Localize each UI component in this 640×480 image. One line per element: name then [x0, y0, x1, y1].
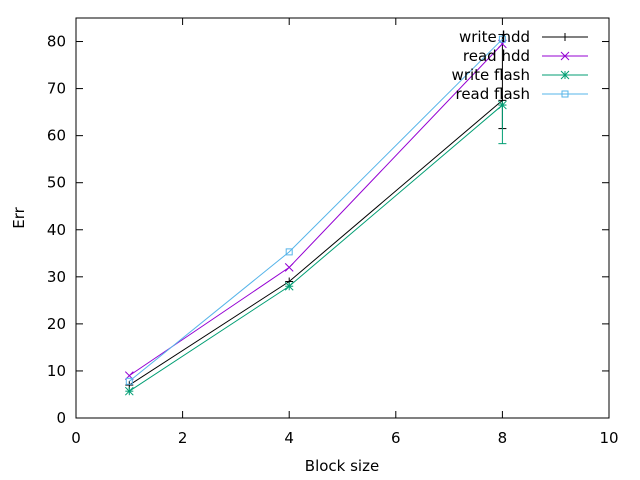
legend-label: write flash: [452, 66, 530, 84]
series-line-write-hdd: [129, 99, 503, 386]
x-tick-label: 2: [178, 429, 188, 447]
legend-label: read hdd: [463, 47, 530, 65]
series-read-hdd: [124, 39, 507, 381]
series-line-read-flash: [128, 38, 503, 382]
legend-item-read-flash: read flash: [455, 85, 588, 103]
x-tick-label: 8: [498, 429, 508, 447]
plot-frame: [75, 17, 610, 419]
y-tick-label: 10: [47, 362, 66, 380]
series-read-flash: [125, 35, 506, 385]
series-layer: [124, 33, 507, 396]
x-tick-label: 4: [284, 429, 294, 447]
y-tick-label: 50: [47, 174, 66, 192]
x-axis: 0 2 4 6 8 10: [71, 18, 619, 447]
y-tick-label: 30: [47, 268, 66, 286]
plot-border: [75, 17, 610, 419]
series-write-hdd: [125, 33, 507, 390]
y-tick-label: 80: [47, 33, 66, 51]
y-tick-label: 20: [47, 315, 66, 333]
series-write-flash: [124, 100, 507, 396]
legend-label: write hdd: [459, 28, 530, 46]
legend-marker: [561, 90, 569, 98]
legend-marker: [560, 70, 570, 80]
legend-marker: [560, 51, 570, 61]
y-axis: 0 10 20 30 40 50 60 70 80: [47, 33, 609, 427]
error-bar-write-flash: [498, 104, 507, 145]
y-tick-label: 0: [56, 409, 66, 427]
series-line-read-hdd: [129, 43, 503, 377]
x-tick-label: 0: [71, 429, 81, 447]
legend-marker: [561, 33, 569, 41]
y-tick-label: 70: [47, 80, 66, 98]
y-axis-label: Err: [10, 206, 28, 228]
x-axis-label: Block size: [305, 457, 379, 475]
x-tick-label: 10: [599, 429, 618, 447]
legend-item-write-hdd: write hdd: [459, 28, 588, 46]
data-point-read-hdd: [284, 263, 294, 272]
data-point-write-flash: [284, 281, 294, 291]
legend-label: read flash: [455, 85, 530, 103]
legend-item-read-hdd: read hdd: [463, 47, 588, 65]
data-point-read-flash: [285, 248, 293, 256]
x-tick-label: 6: [391, 429, 401, 447]
y-tick-label: 40: [47, 221, 66, 239]
legend-item-write-flash: write flash: [452, 66, 588, 84]
y-tick-label: 60: [47, 127, 66, 145]
data-point-read-flash: [498, 35, 506, 43]
data-point-write-flash: [124, 386, 134, 396]
data-point-read-flash: [125, 377, 133, 385]
